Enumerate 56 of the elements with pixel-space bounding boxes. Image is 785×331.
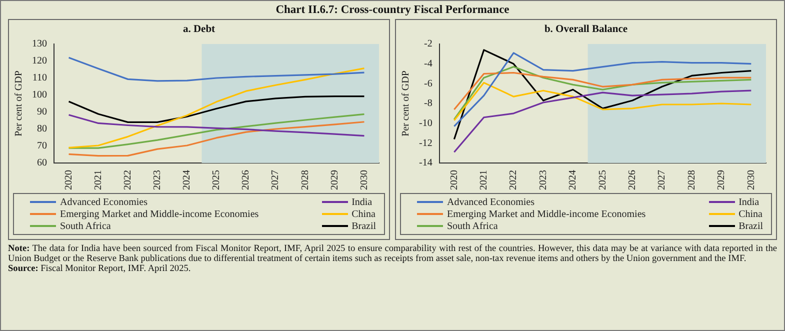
x-tick-label: 2025 [597,170,608,190]
legend-label: India [352,196,372,208]
y-tick-label: 130 [32,38,47,50]
x-tick-label: 2030 [746,170,757,190]
x-tick-label: 2020 [448,170,460,190]
y-tick-label: 90 [37,106,47,118]
y-tick-label: -12 [418,138,432,149]
x-tick-label: 2024 [182,170,193,190]
y-tick-label: 100 [32,90,47,101]
x-tick-label: 2027 [270,170,282,190]
y-axis-title: Per cent of GDP [14,70,25,136]
y-tick-label: 120 [32,56,47,67]
legend-label: Advanced Economies [60,196,148,208]
legend-label: India [738,196,760,208]
x-tick-label: 2026 [240,170,252,190]
y-tick-label: -6 [424,78,432,90]
y-tick-label: -10 [418,118,432,129]
x-tick-label: 2026 [626,170,638,190]
legend-label: Emerging Market and Middle-income Economies [60,208,259,220]
y-tick-label: -4 [424,58,432,70]
chart-title: Chart II.6.7: Cross-country Fiscal Performance [274,4,510,16]
legend-label: Brazil [738,220,763,232]
x-tick-label: 2020 [63,170,74,190]
x-tick-label: 2028 [300,170,311,190]
y-tick-label: -14 [418,158,432,169]
text: Note: The data for India have been sourced from Fiscal Monitor Report, IMF, April 2025 to ensure comparability with rest of the countries. However, this data may be at variance with data reported in the Union Budget or the Reserve Bank publications due to differential treatment of certain items such as receipts from asset sale, non-tax revenue items and others by the Union government and the IMF. [8,244,777,264]
legend-label: China [352,208,376,220]
chart-subtitle: b. Overall Balance [543,24,629,35]
y-tick-label: -8 [424,98,432,110]
x-tick-label: 2021 [478,170,490,190]
y-axis-title: Per cent of GDP [400,70,412,136]
legend-label: Brazil [352,220,376,232]
x-tick-label: 2028 [686,170,698,190]
legend-label: South Africa [60,220,111,232]
x-tick-label: 2029 [329,170,340,190]
x-tick-label: 2025 [211,170,222,190]
x-tick-label: 2027 [656,170,668,190]
chart-subtitle: a. Debt [182,24,216,35]
legend-label: South Africa [447,220,498,232]
legend-label: Advanced Economies [447,196,534,208]
y-tick-label: 70 [37,140,47,152]
y-tick-label: 80 [37,124,47,135]
x-tick-label: 2024 [568,170,579,190]
x-tick-label: 2029 [716,170,728,190]
source-note: Source: Fiscal Monitor Report, IMF. April 2025. [8,264,191,274]
legend-label: China [738,208,762,220]
x-tick-label: 2021 [92,170,104,190]
x-tick-label: 2022 [508,170,520,190]
x-tick-label: 2023 [152,170,164,190]
x-tick-label: 2022 [122,170,134,190]
x-tick-label: 2023 [538,170,549,190]
y-tick-label: 60 [37,158,47,169]
x-tick-label: 2030 [358,170,370,190]
legend-label: Emerging Market and Middle-income Economies [447,208,646,220]
y-tick-label: 110 [32,72,47,84]
y-tick-label: -2 [424,38,432,50]
